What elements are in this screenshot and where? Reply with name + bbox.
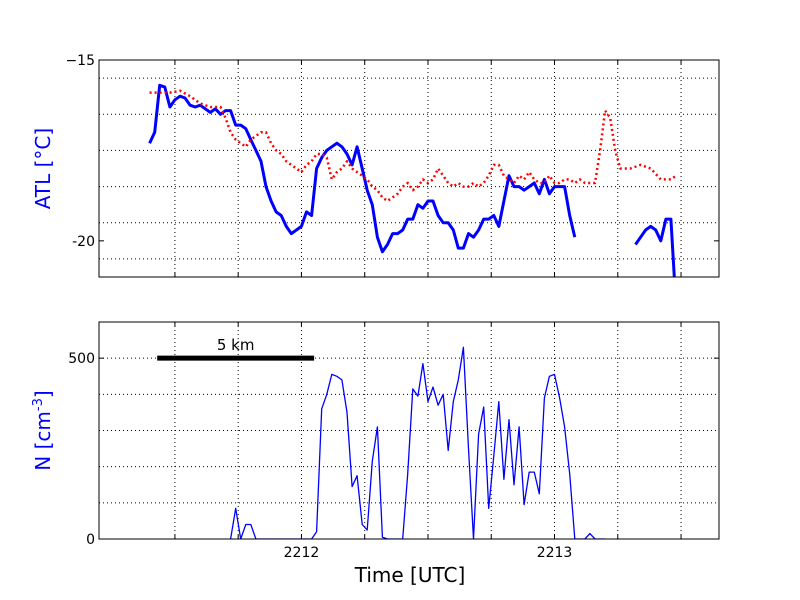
atl-panel: −15 -20 ATL [°C] xyxy=(31,53,720,278)
x-axis-label: Time [UTC] xyxy=(354,563,466,587)
atl-ticks: −15 -20 xyxy=(65,53,719,277)
n-plot-area xyxy=(229,346,606,539)
scale-bar-label: 5 km xyxy=(217,336,255,354)
x-tick-label: 2213 xyxy=(537,545,573,561)
y-tick-label: 0 xyxy=(86,532,95,548)
n-y-axis-label-superscript: -3 xyxy=(31,398,46,411)
atl-plot-area xyxy=(148,83,677,277)
n-grid xyxy=(99,322,719,539)
y-tick-label: −15 xyxy=(65,53,95,69)
scale-bar: 5 km xyxy=(157,336,315,361)
solid-series-line xyxy=(148,83,676,277)
dotted-series-line xyxy=(149,89,677,203)
n-ticks: 0 500 2212 2213 xyxy=(68,322,719,561)
atl-y-axis-label: ATL [°C] xyxy=(31,128,55,209)
n-panel: 0 500 2212 2213 5 km N [cm-3] xyxy=(31,321,720,561)
solid-series-line xyxy=(229,346,606,539)
y-tick-label: -20 xyxy=(72,234,95,250)
atl-axes-frame xyxy=(98,59,720,278)
n-y-axis-label: N [cm-3] xyxy=(31,390,55,470)
x-tick-label: 2212 xyxy=(284,545,320,561)
y-tick-label: 500 xyxy=(68,351,95,367)
n-y-axis-label-main: N [cm xyxy=(31,411,55,471)
n-y-axis-label-suffix: ] xyxy=(31,390,55,398)
n-axes-frame xyxy=(98,321,720,540)
